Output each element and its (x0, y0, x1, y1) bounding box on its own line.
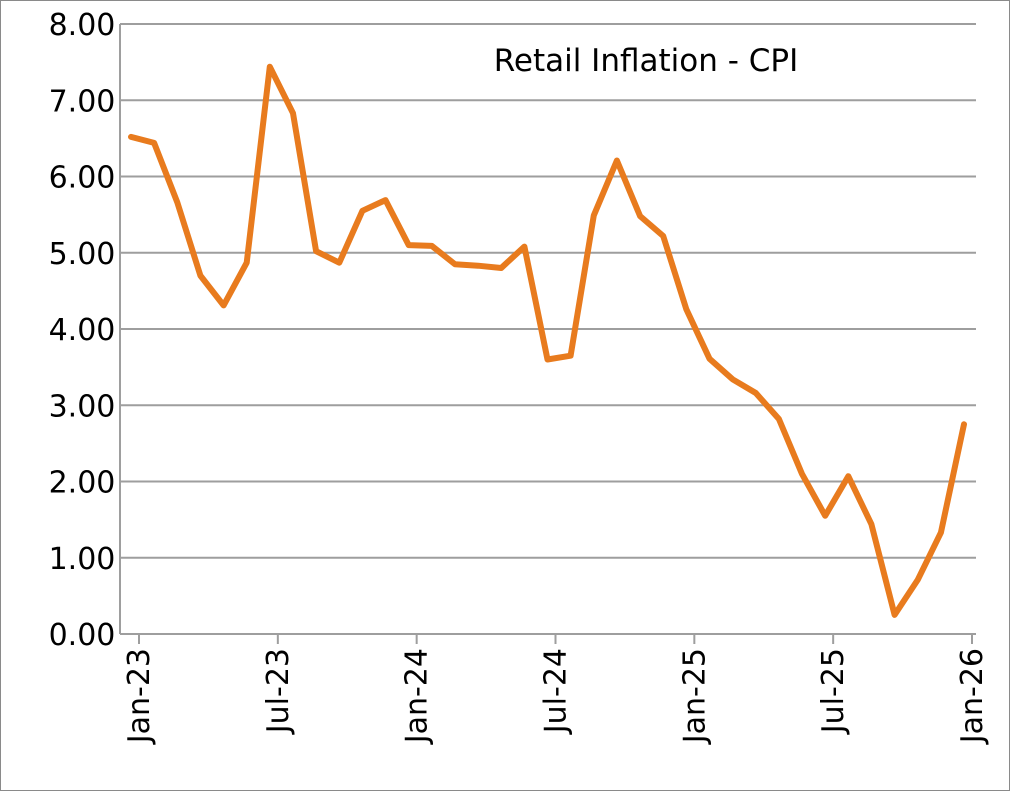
data-point (383, 197, 389, 203)
data-point (313, 248, 319, 254)
y-tick-label: 6.00 (49, 161, 116, 196)
data-point (660, 233, 666, 239)
data-point (753, 390, 759, 396)
data-point (221, 302, 227, 308)
data-point (591, 212, 597, 218)
y-tick-label: 0.00 (49, 618, 116, 653)
data-point (915, 577, 921, 583)
data-point (938, 530, 944, 536)
y-tick-label: 5.00 (49, 237, 116, 272)
data-point (290, 110, 296, 116)
data-point (730, 376, 736, 382)
y-tick-label: 8.00 (49, 8, 116, 43)
x-tick-label: Jan-24 (400, 648, 435, 745)
axes (119, 24, 976, 644)
data-point (706, 356, 712, 362)
x-tick-label: Jan-25 (677, 648, 712, 745)
data-point (568, 353, 574, 359)
data-point (197, 273, 203, 279)
x-tick-label: Jul-24 (539, 648, 574, 735)
data-point (174, 199, 180, 205)
series-line (128, 63, 967, 618)
y-tick-label: 1.00 (49, 542, 116, 577)
data-point (614, 157, 620, 163)
x-tick-labels: Jan-23 Jul-23 Jan-24 Jul-24 Jan-25 Jul-25 Jan-… (122, 648, 990, 745)
data-point (475, 263, 481, 269)
data-point (267, 64, 273, 70)
data-point (498, 265, 504, 271)
series-line-layer (128, 63, 967, 618)
data-point (637, 213, 643, 219)
y-tick-label: 4.00 (49, 313, 116, 348)
data-point (822, 513, 828, 519)
data-point (244, 260, 250, 266)
data-point (406, 242, 412, 248)
x-tick-label: Jul-25 (816, 648, 851, 735)
data-point (892, 612, 898, 618)
data-point (868, 521, 874, 527)
y-tick-label: 7.00 (49, 84, 116, 119)
data-point (429, 243, 435, 249)
x-tick-label: Jan-23 (122, 648, 157, 745)
data-point (336, 260, 342, 266)
data-point (151, 140, 157, 146)
data-point (845, 473, 851, 479)
y-tick-labels: 0.00 1.00 2.00 3.00 4.00 5.00 6.00 7.00 8.00 (49, 8, 116, 653)
data-point (128, 134, 134, 140)
data-point (545, 357, 551, 363)
data-point (799, 471, 805, 477)
x-tick-label: Jan-26 (955, 648, 990, 745)
chart-title: Retail Inflation - CPI (494, 43, 799, 79)
data-point (961, 421, 967, 427)
x-tick-label: Jul-23 (261, 648, 296, 735)
gridlines (120, 23, 976, 559)
data-point (452, 261, 458, 267)
data-point (359, 208, 365, 214)
data-point (776, 416, 782, 422)
y-tick-label: 3.00 (49, 389, 116, 424)
y-tick-label: 2.00 (49, 466, 116, 501)
data-point (521, 244, 527, 250)
data-point (683, 306, 689, 312)
